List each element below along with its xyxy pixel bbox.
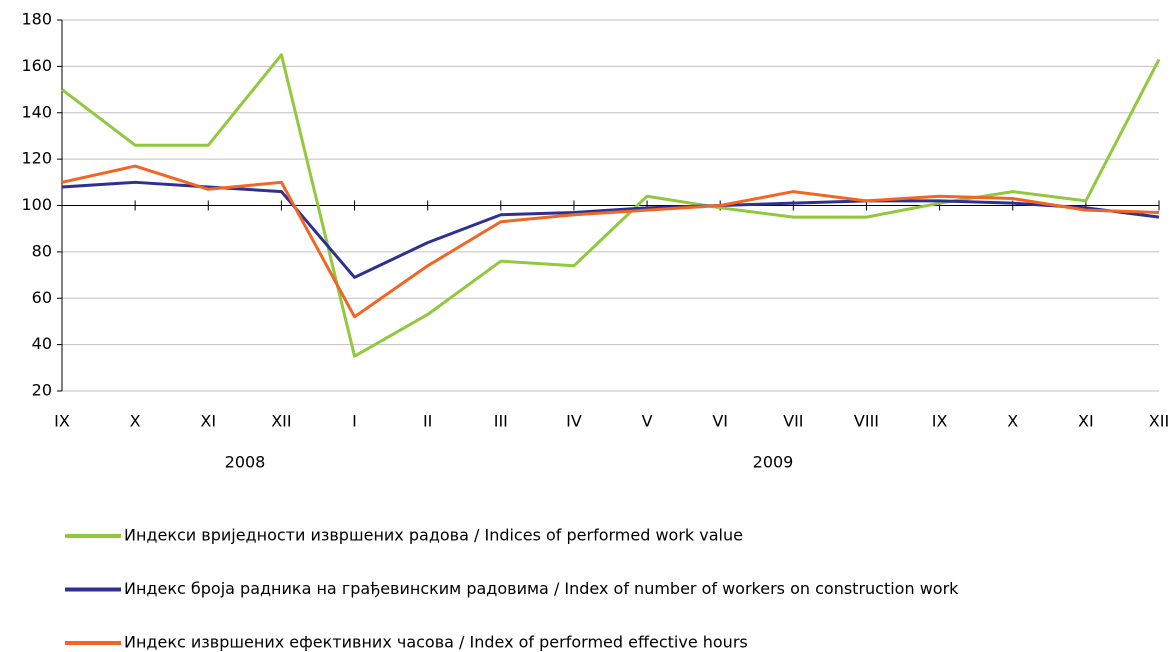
x-tick-label: III: [494, 412, 508, 431]
x-tick-label: VII: [783, 412, 803, 431]
y-tick-label: 120: [21, 149, 52, 168]
y-tick-label: 140: [21, 102, 52, 121]
y-tick-label: 180: [21, 10, 52, 29]
y-tick-label: 80: [32, 241, 52, 260]
x-tick-label: X: [130, 412, 141, 431]
x-tick-label: IX: [54, 412, 70, 431]
x-tick-label: XII: [271, 412, 291, 431]
x-tick-label: XI: [1078, 412, 1094, 431]
x-tick-label: XII: [1149, 412, 1169, 431]
legend-label: Индекси вриједности извршених радова / I…: [124, 526, 743, 545]
x-tick-label: II: [423, 412, 432, 431]
x-tick-label: IX: [932, 412, 948, 431]
x-tick-label: V: [642, 412, 653, 431]
y-tick-label: 160: [21, 56, 52, 75]
y-tick-label: 20: [32, 381, 52, 400]
x-tick-label: IV: [566, 412, 582, 431]
x-tick-label: X: [1007, 412, 1018, 431]
legend-label: Индекс извршених ефективних часова / Ind…: [124, 633, 748, 652]
y-tick-label: 60: [32, 288, 52, 307]
x-tick-label: I: [352, 412, 357, 431]
year-label: 2009: [753, 453, 794, 472]
y-tick-label: 40: [32, 334, 52, 353]
legend-label: Индекс броја радника на грађевинским рад…: [124, 579, 959, 598]
x-tick-label: VIII: [854, 412, 879, 431]
y-tick-label: 100: [21, 195, 52, 214]
x-tick-label: XI: [200, 412, 216, 431]
year-label: 2008: [225, 453, 266, 472]
series-line: [61, 164, 1160, 319]
x-tick-label: VI: [712, 412, 728, 431]
series-line: [61, 180, 1160, 279]
